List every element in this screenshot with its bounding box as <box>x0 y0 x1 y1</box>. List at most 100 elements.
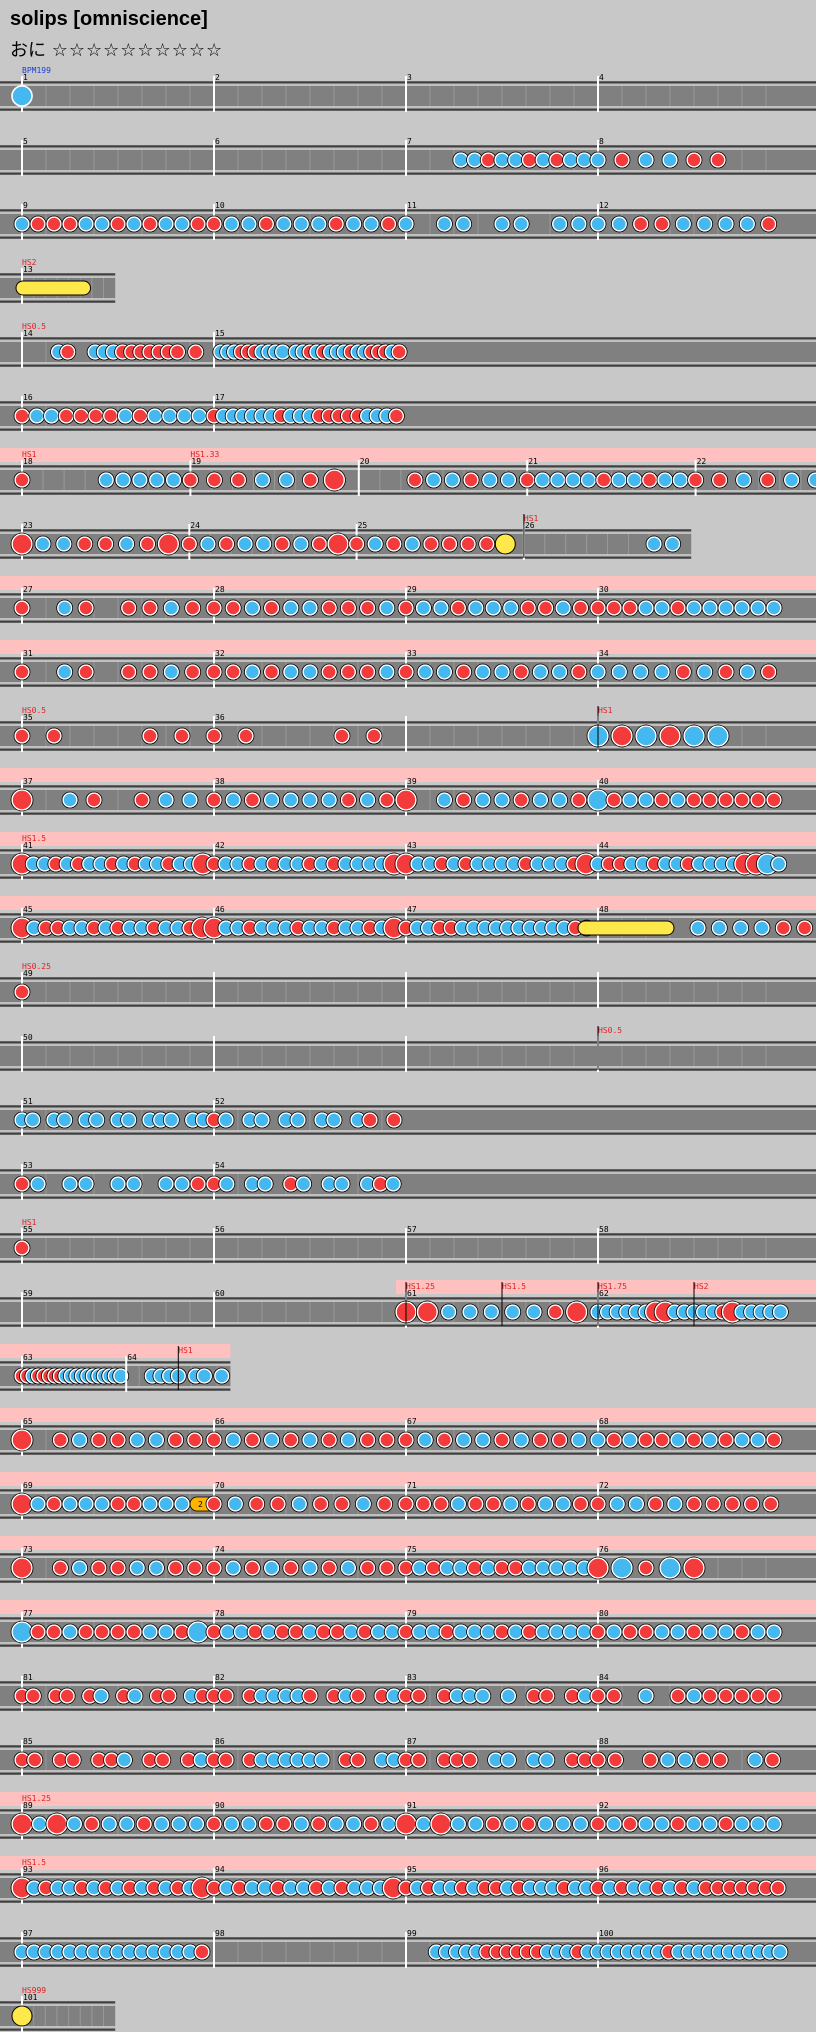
note-outline <box>478 535 496 553</box>
don-note <box>380 216 397 232</box>
ka-note <box>174 1496 190 1512</box>
scroll-zone <box>0 768 816 782</box>
note-outline <box>362 1815 380 1833</box>
ka-note <box>328 1816 344 1832</box>
note-outline <box>52 1559 69 1577</box>
note-outline <box>390 343 408 361</box>
ka-note <box>417 664 434 680</box>
note-outline <box>125 1175 143 1193</box>
don-note <box>46 1813 68 1835</box>
don-note <box>532 1432 549 1448</box>
note-outline <box>339 599 357 617</box>
don-note <box>606 792 622 808</box>
note-outline <box>147 1559 165 1577</box>
note-outline <box>743 1495 760 1513</box>
ka-note <box>436 792 453 808</box>
note-outline <box>546 1303 564 1321</box>
ka-note <box>735 472 752 488</box>
note-outline <box>711 1751 729 1769</box>
note-outline <box>282 1559 300 1577</box>
hs-label: HS2 <box>22 258 37 267</box>
note-outline <box>359 599 377 617</box>
bar-number: 59 <box>23 1289 33 1298</box>
don-note <box>206 792 222 808</box>
note-outline <box>551 663 568 681</box>
ka-note <box>565 472 581 488</box>
note-outline <box>61 791 79 809</box>
ka-note <box>219 1624 236 1640</box>
don-note <box>334 1496 350 1512</box>
ka-note <box>444 472 461 488</box>
don-note <box>441 536 458 552</box>
bar-number: 34 <box>599 649 609 658</box>
bar-number: 36 <box>215 713 225 722</box>
note-outline <box>333 1495 351 1513</box>
ka-note <box>711 920 728 936</box>
note-outline <box>394 788 418 812</box>
note-outline <box>410 1687 428 1705</box>
ka-note <box>225 792 241 808</box>
bar-number: 22 <box>697 457 707 466</box>
drumroll-note <box>577 920 675 936</box>
note-outline <box>109 1559 127 1577</box>
note-outline <box>120 1111 138 1129</box>
note-outline <box>449 1495 467 1513</box>
ka-note <box>378 664 395 680</box>
bar-number: 67 <box>407 1417 417 1426</box>
note-outline <box>13 1239 31 1257</box>
note-outline <box>689 919 707 937</box>
ka-note <box>98 472 114 488</box>
don-note <box>132 408 148 424</box>
note-outline <box>467 1495 485 1513</box>
ka-note <box>702 600 718 616</box>
note-outline <box>169 343 186 361</box>
ka-note <box>436 216 453 232</box>
don-note <box>110 216 126 232</box>
note-outline <box>443 471 461 489</box>
ka-note <box>521 1560 538 1576</box>
note-outline <box>275 215 293 233</box>
note-outline <box>10 532 34 556</box>
note-outline <box>289 1111 307 1129</box>
ka-note <box>62 792 78 808</box>
ka-note <box>237 536 253 552</box>
don-note <box>187 1432 203 1448</box>
don-note <box>718 1688 734 1704</box>
don-note <box>407 472 423 488</box>
note-outline <box>147 1431 165 1449</box>
bar-number: 66 <box>215 1417 225 1426</box>
bpm-label: BPM199 <box>22 66 51 75</box>
note-outline <box>333 727 351 745</box>
ka-note <box>380 1816 397 1832</box>
note-outline <box>71 1559 88 1577</box>
note-outline <box>345 215 363 233</box>
note-outline <box>34 535 52 553</box>
ka-note <box>378 600 395 616</box>
don-note <box>206 1816 222 1832</box>
don-note <box>376 1496 393 1512</box>
note-outline <box>313 1751 331 1769</box>
ka-note <box>398 216 414 232</box>
ka-note <box>494 664 510 680</box>
don-note <box>686 792 702 808</box>
don-note <box>142 728 158 744</box>
ka-note <box>635 725 657 747</box>
ka-note <box>707 725 729 747</box>
note-outline <box>441 535 458 553</box>
note-outline <box>162 663 180 681</box>
ka-note <box>188 1816 205 1832</box>
note-outline <box>570 1431 588 1449</box>
bar-number: 89 <box>23 1801 33 1810</box>
don-note <box>654 1432 670 1448</box>
bar-number: 3 <box>407 73 412 82</box>
note-outline <box>139 535 156 553</box>
note-outline <box>385 1111 403 1129</box>
note-outline <box>765 1431 783 1449</box>
scroll-zone <box>0 1536 816 1550</box>
note-outline <box>537 1815 555 1833</box>
don-note <box>622 600 638 616</box>
note-outline <box>10 1556 34 1580</box>
ka-note <box>747 1752 763 1768</box>
ka-note <box>754 920 770 936</box>
note-outline <box>512 215 530 233</box>
